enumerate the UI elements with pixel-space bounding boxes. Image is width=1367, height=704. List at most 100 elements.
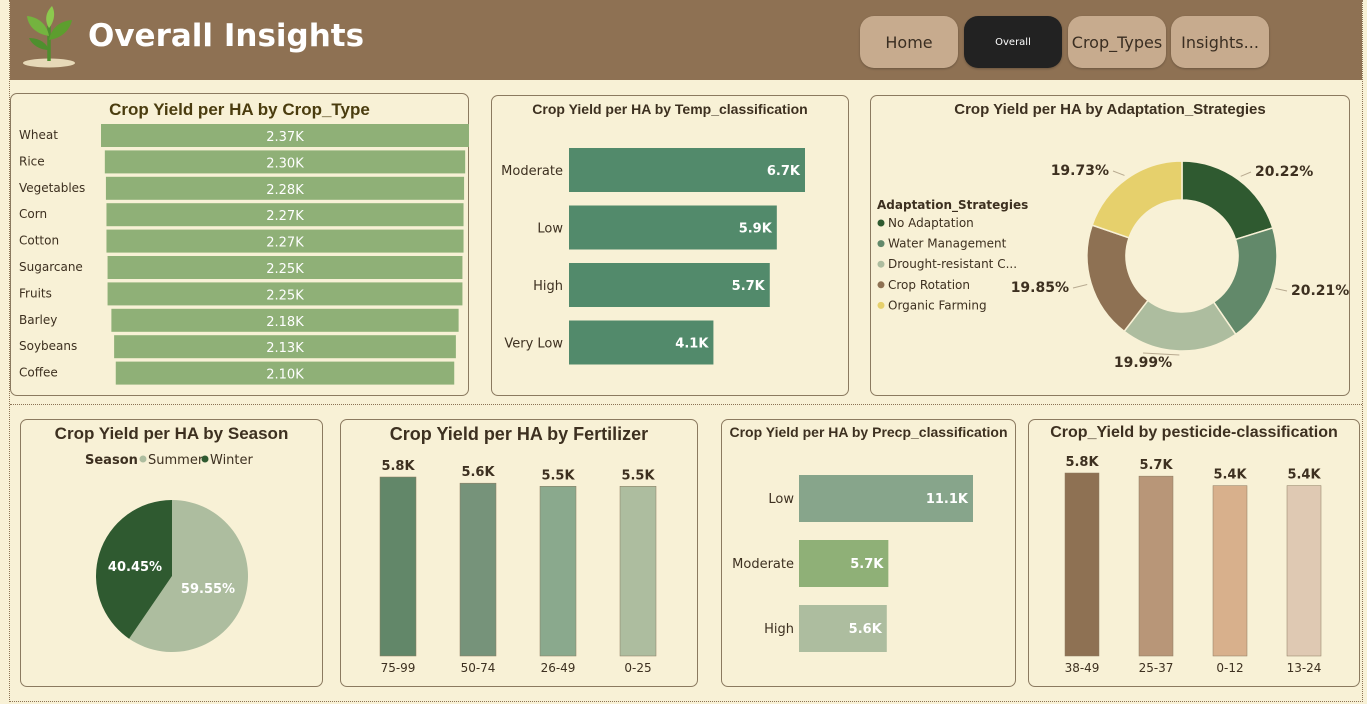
crop-type-bar (101, 124, 469, 147)
temp-category-label: Low (537, 222, 563, 237)
pesticide-bar (1212, 485, 1248, 657)
adaptation-legend-marker (877, 301, 885, 309)
crop-type-bar (107, 282, 463, 306)
crop-type-bar (105, 176, 465, 200)
temp-bar (569, 320, 714, 365)
pesticide-category-label: 38-49 (1065, 661, 1100, 675)
pesticide-value-label: 5.4K (1213, 468, 1247, 483)
precip-bar (799, 540, 889, 587)
crop-type-category-label: Wheat (19, 128, 58, 142)
precip-value-label: 11.1K (926, 492, 969, 507)
crop-type-value-label: 2.10K (266, 368, 304, 383)
temp-title: Crop Yield per HA by Temp_classification (532, 101, 808, 117)
adaptation-legend-label: Drought-resistant C... (888, 257, 1017, 271)
crop-type-bar (106, 203, 464, 227)
crop-type-bar (114, 335, 456, 359)
crop-type-chart: Wheat 2.37K Rice 2.30K Vegetables 2.28K Corn 2.… (19, 124, 469, 385)
temp-category-label: High (533, 279, 563, 294)
nav-overall-button[interactable]: Overall (964, 16, 1062, 68)
crop-type-bar (106, 229, 464, 253)
precip-value-label: 5.7K (850, 557, 884, 572)
precip-chart: Low 11.1K Moderate 5.7K High 5.6K (732, 475, 973, 652)
temp-value-label: 5.9K (739, 222, 773, 237)
fertilizer-bar (539, 486, 577, 657)
pesticide-category-label: 25-37 (1139, 661, 1174, 675)
fertilizer-category-label: 0-25 (624, 661, 651, 675)
nav-crop-types-button[interactable]: Crop_Types (1068, 16, 1166, 68)
temp-bar (569, 263, 770, 307)
precip-category-label: High (764, 622, 794, 637)
nav-home-button[interactable]: Home (860, 16, 958, 68)
fertilizer-category-label: 50-74 (461, 661, 496, 675)
precip-value-label: 5.6K (849, 622, 883, 637)
crop-type-category-label: Rice (19, 154, 45, 168)
temp-bar (569, 148, 805, 192)
adaptation-legend-marker (877, 219, 885, 227)
crop-type-category-label: Vegetables (19, 181, 85, 195)
adaptation-legend-marker (877, 260, 885, 268)
crop-type-value-label: 2.37K (266, 130, 304, 145)
adaptation-leader-line (1072, 284, 1088, 289)
temp-category-label: Very Low (504, 337, 563, 352)
adaptation-legend-label: No Adaptation (888, 216, 974, 230)
season-legend-marker (201, 455, 209, 463)
season-slice (96, 500, 172, 639)
temp-card: Crop Yield per HA by Temp_classification… (491, 95, 849, 396)
season-slice (129, 500, 248, 652)
adaptation-leader-line (1112, 170, 1125, 176)
pesticide-value-label: 5.8K (1065, 455, 1099, 470)
pesticide-bar (1286, 485, 1322, 657)
adaptation-card: Crop Yield per HA by Adaptation_Strategi… (870, 95, 1350, 396)
adaptation-chart: Adaptation_Strategies No Adaptation Water … (877, 160, 1349, 371)
crop-type-category-label: Sugarcane (19, 260, 83, 274)
fertilizer-category-label: 75-99 (381, 661, 416, 675)
crop-type-value-label: 2.13K (266, 341, 304, 356)
crop-type-bar (104, 150, 466, 174)
adaptation-legend-label: Water Management (888, 237, 1007, 251)
precip-bar (799, 605, 887, 652)
adaptation-data-label: 19.73% (1051, 163, 1109, 179)
precip-card: Crop Yield per HA by Precp_classificatio… (721, 419, 1016, 687)
crop-type-card: Crop Yield per HA by Crop_Type Wheat 2.37… (10, 93, 469, 396)
pesticide-bar (1138, 475, 1174, 657)
pesticide-chart: 5.8K 38-49 5.7K 25-37 5.4K 0-12 5.4K 13-24 (1065, 455, 1322, 675)
crop-type-title: Crop Yield per HA by Crop_Type (109, 100, 370, 119)
adaptation-leader-line (1275, 288, 1288, 292)
temp-category-label: Moderate (501, 164, 563, 179)
crop-type-value-label: 2.25K (266, 262, 304, 277)
crop-type-bar (111, 308, 459, 332)
fertilizer-chart: 5.8K 75-99 5.6K 50-74 5.5K 26-49 5.5K 0-25 (379, 459, 657, 675)
adaptation-data-label: 19.85% (1011, 280, 1069, 296)
page-title: Overall Insights (88, 18, 365, 54)
adaptation-legend-marker (877, 281, 885, 289)
row-divider (10, 404, 1362, 405)
crop-type-category-label: Cotton (19, 234, 59, 248)
temp-bar (569, 205, 777, 250)
crop-type-value-label: 2.27K (266, 209, 304, 224)
season-legend-label: Winter (210, 453, 254, 468)
precip-category-label: Low (768, 492, 794, 507)
season-title: Crop Yield per HA by Season (54, 424, 289, 443)
adaptation-data-label: 20.21% (1291, 283, 1349, 299)
adaptation-legend-marker (877, 240, 885, 248)
crop-type-category-label: Fruits (19, 286, 52, 300)
crop-type-value-label: 2.25K (266, 288, 304, 303)
crop-type-bar (115, 361, 455, 385)
season-data-label: 40.45% (108, 560, 162, 575)
adaptation-data-label: 19.99% (1114, 355, 1172, 371)
precip-title: Crop Yield per HA by Precp_classificatio… (729, 424, 1008, 440)
fertilizer-value-label: 5.5K (541, 468, 575, 483)
season-chart: Season Summer Winter 59.55% 40.45% (85, 453, 254, 652)
adaptation-legend-title: Adaptation_Strategies (877, 198, 1028, 213)
crop-type-category-label: Coffee (19, 366, 58, 380)
season-legend-label: Summer (148, 453, 204, 468)
adaptation-leader-line (1142, 352, 1180, 356)
pesticide-category-label: 0-12 (1216, 661, 1243, 675)
adaptation-data-label: 20.22% (1255, 164, 1313, 180)
crop-type-value-label: 2.30K (266, 156, 304, 171)
adaptation-legend-label: Crop Rotation (888, 278, 970, 292)
adaptation-title: Crop Yield per HA by Adaptation_Strategi… (954, 101, 1266, 118)
nav-insights-button[interactable]: Insights... (1171, 16, 1269, 68)
page-frame (9, 0, 1363, 702)
adaptation-legend-label: Organic Farming (888, 298, 987, 312)
